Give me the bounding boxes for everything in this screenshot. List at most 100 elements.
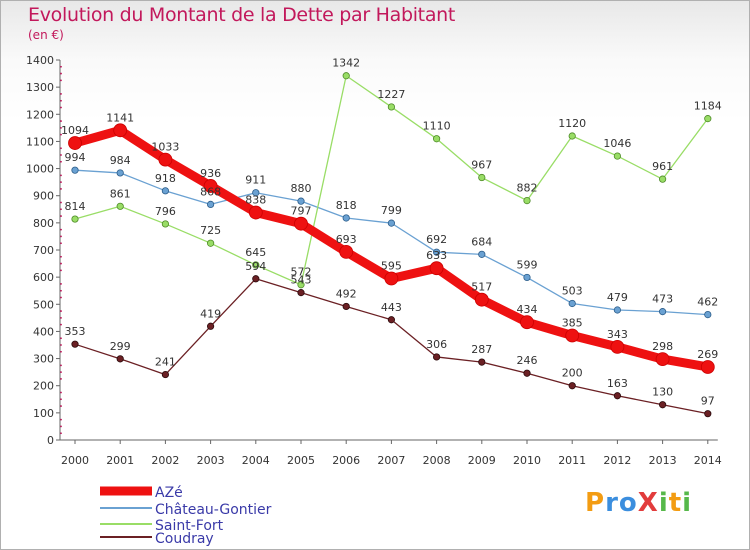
data-label-chateau-gontier: 503 bbox=[562, 284, 583, 297]
y-minor-dot bbox=[60, 99, 62, 102]
data-point-chateau-gontier bbox=[523, 273, 531, 282]
y-minor-dot bbox=[60, 79, 62, 82]
y-tick-label: 0 bbox=[47, 434, 54, 447]
y-minor-dot bbox=[60, 391, 62, 394]
data-label-saint-fort: 1120 bbox=[558, 117, 586, 130]
y-tick-label: 300 bbox=[33, 353, 54, 366]
data-point-coudray bbox=[297, 289, 305, 297]
x-tick-label: 2006 bbox=[332, 454, 360, 467]
y-minor-dot bbox=[60, 289, 62, 292]
y-minor-dot bbox=[60, 364, 62, 367]
x-tick-label: 2009 bbox=[468, 454, 496, 467]
data-label-aze: 1094 bbox=[61, 124, 89, 137]
y-tick-label: 1300 bbox=[26, 81, 54, 94]
data-point-coudray bbox=[161, 370, 169, 379]
data-label-chateau-gontier: 692 bbox=[426, 233, 447, 246]
data-point-coudray bbox=[478, 358, 486, 366]
data-point-aze bbox=[339, 244, 354, 259]
data-label-saint-fort: 882 bbox=[517, 182, 538, 195]
data-point-saint-fort bbox=[387, 103, 395, 111]
data-point-chateau-gontier bbox=[613, 306, 622, 314]
data-label-coudray: 543 bbox=[291, 274, 312, 287]
data-point-aze bbox=[700, 360, 715, 374]
logo-letter: i bbox=[682, 488, 693, 518]
data-point-saint-fort bbox=[71, 215, 79, 223]
data-label-coudray: 97 bbox=[701, 395, 715, 408]
data-point-coudray bbox=[432, 353, 441, 361]
legend-label-saint-fort: Saint-Fort bbox=[155, 518, 224, 534]
data-label-coudray: 443 bbox=[381, 301, 402, 314]
data-point-coudray bbox=[71, 340, 79, 348]
data-label-saint-fort: 967 bbox=[471, 159, 492, 172]
data-point-chateau-gontier bbox=[478, 250, 486, 258]
y-tick-label: 1200 bbox=[26, 108, 54, 121]
data-point-chateau-gontier bbox=[568, 299, 576, 308]
legend-label-chateau-gontier: Château-Gontier bbox=[155, 502, 272, 518]
x-tick-label: 2000 bbox=[61, 454, 89, 467]
chart-title: Evolution du Montant de la Dette par Hab… bbox=[28, 4, 456, 26]
data-label-coudray: 492 bbox=[336, 287, 357, 300]
y-minor-dot bbox=[60, 72, 62, 75]
data-label-saint-fort: 1342 bbox=[332, 57, 360, 70]
data-point-aze bbox=[68, 136, 82, 150]
data-point-aze bbox=[248, 205, 263, 220]
data-point-saint-fort bbox=[342, 72, 350, 80]
data-label-saint-fort: 1184 bbox=[694, 100, 722, 113]
data-label-saint-fort: 814 bbox=[65, 200, 86, 213]
data-point-coudray bbox=[116, 355, 124, 363]
data-label-coudray: 419 bbox=[200, 307, 221, 320]
data-point-chateau-gontier bbox=[71, 166, 79, 174]
data-label-saint-fort: 861 bbox=[110, 187, 131, 200]
data-point-chateau-gontier bbox=[161, 187, 169, 195]
y-minor-dot bbox=[60, 106, 62, 109]
y-minor-dot bbox=[60, 255, 62, 258]
x-tick-label: 2005 bbox=[287, 454, 315, 467]
data-point-aze bbox=[113, 123, 128, 138]
data-label-coudray: 241 bbox=[155, 356, 176, 369]
data-label-chateau-gontier: 918 bbox=[155, 172, 176, 185]
data-point-aze bbox=[520, 315, 534, 330]
proxiti-logo: ProXiti bbox=[585, 488, 692, 518]
data-point-chateau-gontier bbox=[297, 197, 305, 205]
logo-letter: o bbox=[618, 488, 638, 518]
x-tick-label: 2012 bbox=[603, 454, 631, 467]
y-minor-dot bbox=[60, 201, 62, 204]
data-label-chateau-gontier: 868 bbox=[200, 185, 221, 198]
data-label-aze: 595 bbox=[381, 260, 402, 273]
data-label-aze: 1033 bbox=[151, 141, 179, 154]
data-point-saint-fort bbox=[568, 132, 576, 140]
logo-letter: r bbox=[605, 488, 619, 518]
data-point-aze bbox=[203, 179, 218, 193]
x-tick-label: 2011 bbox=[558, 454, 586, 467]
y-minor-dot bbox=[60, 228, 62, 231]
data-point-aze bbox=[158, 152, 173, 167]
data-label-coudray: 287 bbox=[471, 343, 492, 356]
y-tick-label: 700 bbox=[33, 244, 54, 257]
data-label-saint-fort: 961 bbox=[652, 160, 673, 173]
data-point-chateau-gontier bbox=[658, 308, 667, 316]
data-point-chateau-gontier bbox=[252, 189, 260, 197]
y-minor-dot bbox=[60, 296, 62, 299]
y-minor-dot bbox=[60, 269, 62, 272]
x-tick-label: 2002 bbox=[151, 454, 179, 467]
y-minor-dot bbox=[60, 160, 62, 163]
data-point-chateau-gontier bbox=[387, 219, 395, 227]
y-minor-dot bbox=[60, 147, 62, 150]
data-point-aze bbox=[429, 261, 444, 276]
data-label-aze: 517 bbox=[471, 281, 492, 294]
data-label-chateau-gontier: 479 bbox=[607, 291, 628, 304]
y-tick-label: 100 bbox=[33, 407, 54, 420]
data-label-chateau-gontier: 799 bbox=[381, 204, 402, 217]
x-tick-label: 2014 bbox=[694, 454, 722, 467]
y-tick-label: 1000 bbox=[26, 163, 54, 176]
y-minor-dot bbox=[60, 350, 62, 353]
data-label-saint-fort: 645 bbox=[245, 246, 266, 259]
x-tick-label: 2013 bbox=[649, 454, 677, 467]
y-minor-dot bbox=[60, 262, 62, 265]
x-tick-label: 2003 bbox=[197, 454, 225, 467]
data-point-chateau-gontier bbox=[432, 248, 441, 256]
y-minor-dot bbox=[60, 425, 62, 428]
data-point-aze bbox=[474, 292, 489, 307]
